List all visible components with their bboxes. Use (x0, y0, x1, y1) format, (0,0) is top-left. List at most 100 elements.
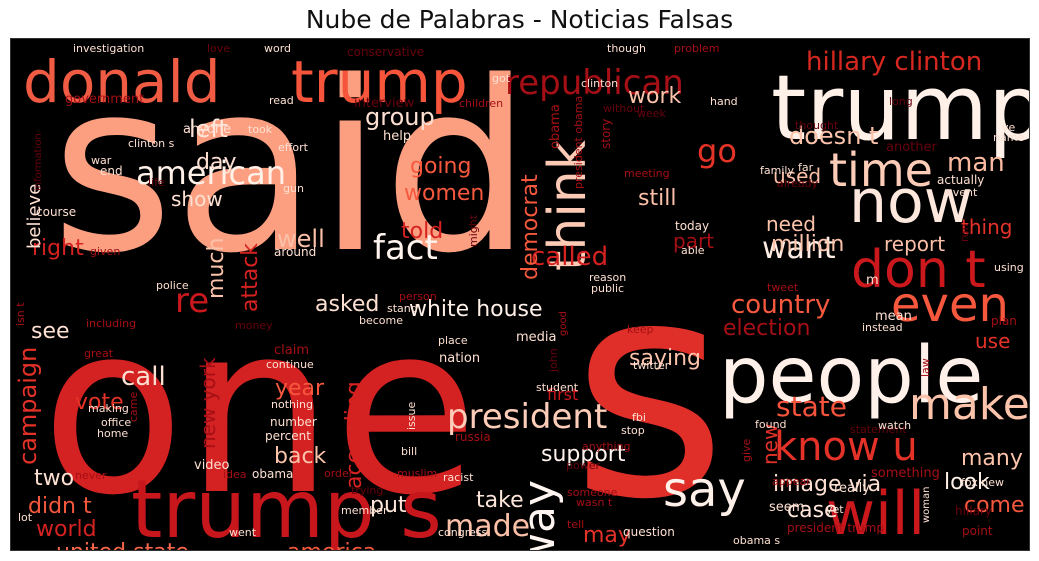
word-wasn-t: wasn t (576, 496, 613, 509)
word-conservative: conservative (347, 45, 424, 59)
word-issue: issue (405, 402, 418, 430)
word-word: word (264, 42, 291, 55)
word-seem: seem (769, 500, 804, 515)
word-case: case (787, 498, 838, 523)
word-stop: stop (621, 424, 645, 437)
word-without: without (603, 102, 645, 115)
word-never: never (75, 469, 107, 482)
word-member: member (341, 504, 388, 517)
word-watch: watch (878, 419, 911, 432)
word-know-u: know u (774, 424, 918, 470)
word-much: much (204, 238, 229, 299)
word-day: day (196, 150, 236, 175)
word-great: great (84, 347, 114, 360)
word-see: see (31, 319, 70, 344)
word-republican: republican (505, 63, 684, 103)
word-fact: fact (373, 228, 438, 268)
word-women: women (404, 181, 484, 206)
word-something: something (871, 466, 940, 481)
word-well: well (277, 225, 325, 253)
word-work: work (628, 84, 681, 109)
word-obama-s: obama s (733, 534, 780, 547)
word-found: found (755, 418, 787, 431)
cloud-background (11, 39, 1029, 550)
word-left: left (189, 115, 228, 143)
word-came: came (127, 391, 140, 422)
word-cloud-panel: said one s trump trump s people donald trump wil… (10, 38, 1030, 551)
word-support: support (541, 442, 626, 467)
word-video: video (194, 458, 230, 473)
word-doesn-t: doesn t (789, 122, 878, 150)
word-vote: vote (75, 390, 124, 415)
word-family: family (760, 164, 794, 177)
word-today: today (675, 219, 709, 233)
word-claim: claim (274, 343, 309, 358)
word-group: group (365, 103, 435, 131)
word-didn-t: didn t (28, 494, 92, 519)
word-life: life (148, 176, 165, 189)
word-though: though (607, 42, 646, 55)
word-come: come (964, 493, 1025, 518)
word-tell: tell (567, 518, 584, 531)
word-right: right (32, 236, 84, 261)
word-statement: statement (850, 423, 907, 436)
word-may: may (583, 523, 631, 548)
word-show: show (171, 187, 223, 211)
word-say: say (663, 462, 746, 518)
word-trump: trump (771, 56, 1029, 161)
word-anyone: anyone (183, 122, 231, 137)
word-children: children (459, 97, 503, 110)
word-re: re (175, 281, 209, 321)
word-want: want (762, 231, 836, 266)
word-law: law (919, 358, 932, 377)
word-event: event (946, 186, 978, 199)
word-police: police (156, 279, 189, 292)
word-don-t: don t (851, 240, 986, 300)
word-investigation: investigation (73, 42, 144, 55)
word-government: government (65, 92, 144, 107)
word-look: look (944, 470, 990, 495)
word-america: america (287, 540, 376, 550)
word-will: will (826, 479, 925, 549)
chart-title: Nube de Palabras - Noticias Falsas (305, 5, 734, 34)
word-reason: reason (589, 271, 626, 284)
word-office: office (101, 416, 131, 429)
word-person: person (399, 290, 437, 303)
word-appear: appear (772, 475, 811, 488)
word-power: power (566, 459, 600, 472)
word-hillary-clinton: hillary clinton (806, 47, 982, 77)
word-hillary: hillary (955, 504, 992, 518)
word-using: using (994, 261, 1024, 274)
word-year: year (275, 376, 325, 401)
word-even: even (891, 277, 1009, 333)
word-actually: actually (937, 173, 984, 187)
word-really: really (834, 481, 870, 496)
word-ve: ve (1002, 121, 1016, 134)
word-tweet: tweet (767, 281, 799, 294)
word-congress: congress (438, 526, 488, 539)
word-clinton-s: clinton s (128, 137, 175, 150)
word-now: now (849, 167, 973, 237)
word-order: order (324, 467, 354, 480)
word-nothing: nothing (271, 398, 313, 411)
word-information: information (33, 133, 44, 191)
word-trump: trump (291, 48, 468, 116)
word-many: many (961, 446, 1023, 471)
word-number: number (270, 415, 317, 429)
word-attack: attack (238, 243, 263, 312)
word-stand: stand (387, 302, 418, 315)
word-obama: obama (252, 467, 293, 481)
word-money: money (235, 319, 273, 332)
word-world: world (36, 517, 97, 542)
word-made: made (445, 509, 530, 544)
word-keep: keep (627, 323, 654, 336)
word-another: another (886, 140, 937, 155)
word-believe: believe (24, 184, 45, 249)
word-effort: effort (278, 141, 309, 154)
word-become: become (359, 314, 403, 327)
word-million: million (771, 232, 844, 257)
word-first: first (547, 385, 578, 404)
word-idea: idea (223, 468, 247, 481)
word-white-house: white house (409, 297, 543, 322)
